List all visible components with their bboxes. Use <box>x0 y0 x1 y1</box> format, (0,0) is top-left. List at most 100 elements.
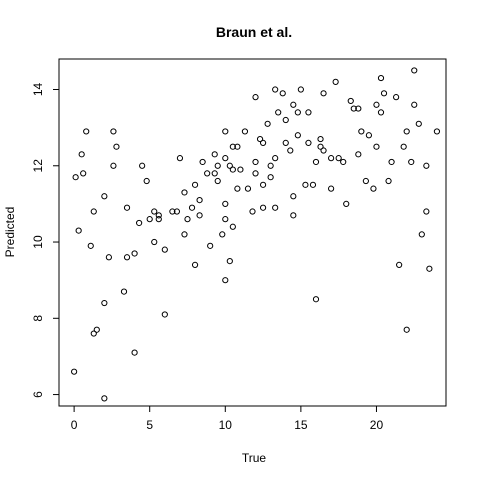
data-point <box>219 231 226 238</box>
data-point <box>105 254 112 261</box>
data-point <box>211 151 218 158</box>
data-point <box>222 155 229 162</box>
data-point <box>131 349 138 356</box>
data-point <box>393 94 400 101</box>
data-point <box>101 193 108 200</box>
data-point <box>181 231 188 238</box>
data-point <box>297 86 304 93</box>
data-point <box>423 162 430 169</box>
y-tick-label: 14 <box>31 83 45 97</box>
data-point <box>173 208 181 215</box>
data-point <box>272 204 279 211</box>
data-point <box>71 368 78 375</box>
data-point <box>377 74 385 82</box>
x-axis: 0 5 10 15 20 <box>71 406 384 432</box>
data-point <box>287 147 294 154</box>
data-point <box>355 105 362 112</box>
data-point <box>259 139 267 146</box>
data-point <box>340 158 347 166</box>
data-point <box>146 216 153 223</box>
y-axis: 6 8 10 12 14 <box>31 83 59 398</box>
data-point <box>328 185 335 192</box>
data-point <box>362 177 369 185</box>
data-point <box>123 204 131 211</box>
data-point <box>403 128 410 135</box>
data-point <box>244 185 252 192</box>
data-point <box>312 158 320 166</box>
data-point <box>226 162 233 169</box>
data-point <box>234 143 241 150</box>
data-point <box>101 299 108 307</box>
data-point <box>241 128 249 135</box>
data-point <box>161 311 168 318</box>
data-point <box>302 181 309 188</box>
data-point <box>373 101 380 108</box>
data-point <box>226 257 233 265</box>
data-point <box>87 242 94 249</box>
data-point <box>101 395 108 402</box>
data-point <box>433 128 441 135</box>
data-point <box>229 223 236 230</box>
data-point <box>312 296 320 303</box>
data-point <box>207 242 214 249</box>
data-point <box>229 166 236 173</box>
data-point <box>199 158 206 166</box>
data-point <box>252 158 259 166</box>
data-point <box>396 261 403 269</box>
data-point <box>252 170 259 177</box>
x-tick-label: 10 <box>219 418 233 432</box>
data-point <box>93 326 100 333</box>
data-point <box>176 155 184 162</box>
data-point <box>155 212 162 219</box>
data-point <box>191 181 199 188</box>
data-point <box>305 139 312 146</box>
data-point <box>272 155 279 162</box>
data-point <box>267 174 274 181</box>
data-point <box>204 170 211 177</box>
data-point <box>282 116 289 124</box>
data-point <box>181 189 188 196</box>
data-point <box>320 90 327 97</box>
data-point <box>90 330 97 337</box>
data-point <box>75 227 82 234</box>
data-point <box>305 109 312 116</box>
data-point <box>350 105 357 112</box>
data-point <box>264 120 271 127</box>
data-point <box>131 250 138 257</box>
data-point <box>373 143 380 150</box>
x-tick-label: 0 <box>71 418 78 432</box>
data-point <box>143 177 150 185</box>
data-point <box>370 185 377 192</box>
y-tick-label: 8 <box>31 315 45 322</box>
data-point <box>403 326 410 333</box>
data-point <box>388 158 395 166</box>
data-point <box>294 109 301 116</box>
data-point <box>411 67 418 74</box>
data-point <box>290 101 297 108</box>
data-point <box>222 200 229 208</box>
data-point <box>290 212 297 219</box>
x-axis-label: True <box>242 451 267 465</box>
data-point <box>78 151 85 158</box>
data-point <box>335 155 342 162</box>
y-tick-label: 12 <box>31 159 45 173</box>
data-point <box>136 219 143 227</box>
chart-title: Braun et al. <box>216 24 292 40</box>
data-point <box>317 135 324 143</box>
data-point <box>234 185 241 192</box>
data-point <box>332 78 339 85</box>
data-point <box>256 135 264 143</box>
data-point <box>294 132 301 139</box>
data-point <box>415 120 422 127</box>
data-point <box>161 246 168 253</box>
data-point <box>259 204 267 211</box>
x-tick-label: 20 <box>370 418 384 432</box>
data-point <box>151 238 158 246</box>
data-point <box>290 193 297 200</box>
y-axis-label: Predicted <box>3 207 17 258</box>
data-point <box>249 208 256 215</box>
data-point <box>252 94 259 101</box>
data-points <box>71 67 441 402</box>
data-point <box>347 97 354 105</box>
